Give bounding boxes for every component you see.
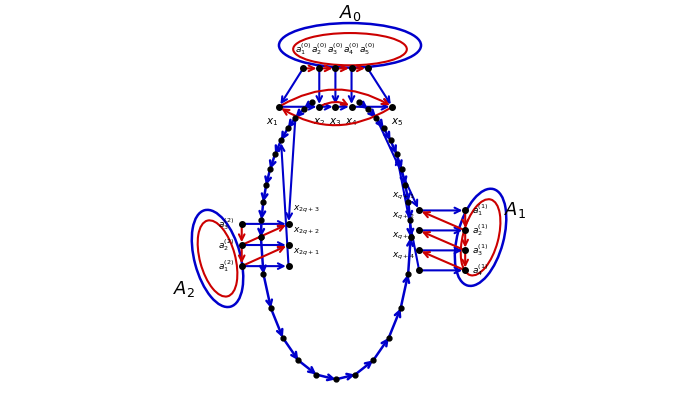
Text: $a_4^{(0)}$: $a_4^{(0)}$ (343, 41, 360, 57)
Text: $a_4^{(1)}$: $a_4^{(1)}$ (472, 262, 489, 278)
Text: $a_1^{(2)}$: $a_1^{(2)}$ (218, 258, 235, 274)
Text: $A_2$: $A_2$ (173, 279, 195, 299)
Text: $x_{q+1}$: $x_{q+1}$ (392, 191, 414, 202)
Text: $x_{2q+1}$: $x_{2q+1}$ (293, 246, 320, 258)
Text: $a_2^{(1)}$: $a_2^{(1)}$ (472, 223, 489, 238)
Text: $x_5$: $x_5$ (391, 116, 403, 128)
Text: $x_{2q+3}$: $x_{2q+3}$ (293, 204, 320, 216)
Text: $A_0$: $A_0$ (339, 3, 361, 23)
Text: $a_3^{(0)}$: $a_3^{(0)}$ (327, 41, 344, 57)
Text: $x_3$: $x_3$ (329, 116, 342, 128)
Text: $x_1$: $x_1$ (266, 116, 278, 128)
Text: $a_3^{(1)}$: $a_3^{(1)}$ (472, 242, 489, 258)
Text: $a_1^{(0)}$: $a_1^{(0)}$ (295, 41, 312, 57)
Text: $a_1^{(1)}$: $a_1^{(1)}$ (472, 203, 489, 218)
Text: $x_{q+3}$: $x_{q+3}$ (392, 231, 414, 242)
Text: $x_2$: $x_2$ (313, 116, 326, 128)
Text: $A_1$: $A_1$ (504, 200, 526, 220)
Text: $a_2^{(0)}$: $a_2^{(0)}$ (311, 41, 328, 57)
Text: $x_{q+4}$: $x_{q+4}$ (391, 251, 414, 262)
Text: $a_5^{(0)}$: $a_5^{(0)}$ (360, 41, 376, 57)
Text: $x_{2q+2}$: $x_{2q+2}$ (293, 226, 320, 236)
Text: $x_4$: $x_4$ (345, 116, 358, 128)
Text: $x_{q+2}$: $x_{q+2}$ (392, 211, 414, 222)
Text: $a_2^{(2)}$: $a_2^{(2)}$ (218, 237, 235, 253)
Text: $a_3^{(2)}$: $a_3^{(2)}$ (218, 216, 235, 232)
